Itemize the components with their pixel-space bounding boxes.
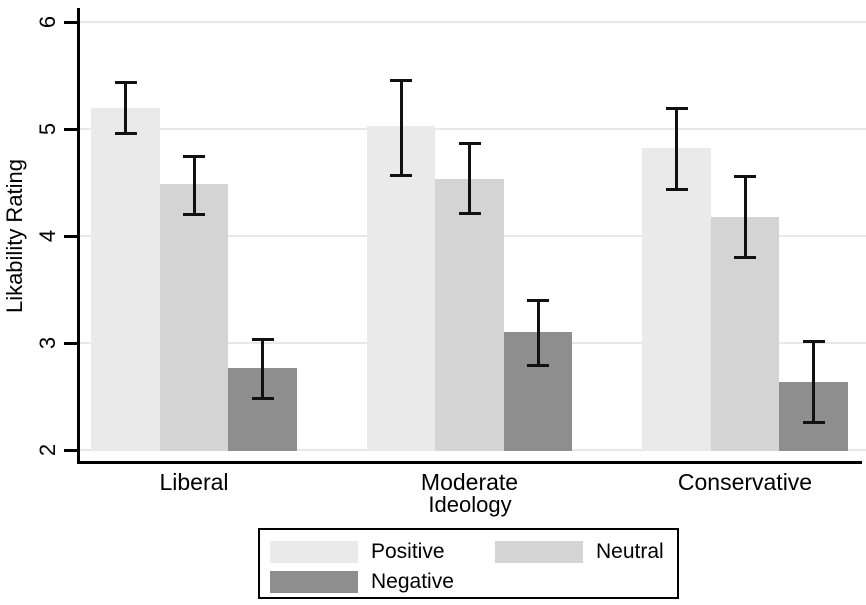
legend-swatch-positive (270, 541, 358, 563)
error-bar-conservative-positive-cap-top (665, 107, 688, 111)
error-bar-conservative-positive-cap-bottom (665, 188, 688, 192)
legend-label-negative: Negative (371, 570, 454, 593)
error-bar-liberal-positive (124, 82, 127, 134)
y-axis-title: Likability Rating (2, 158, 27, 314)
error-bar-conservative-neutral (743, 176, 747, 258)
y-tick-label-6: 6 (35, 15, 60, 29)
legend-label-neutral: Neutral (596, 540, 664, 563)
error-bar-conservative-neutral-cap-top (734, 174, 756, 178)
legend: Positive Neutral Negative (258, 528, 679, 599)
category-label-conservative: Conservative (677, 469, 813, 495)
y-tick-label-3: 3 (35, 336, 60, 350)
error-bar-liberal-positive-cap-bottom (114, 131, 137, 135)
error-bar-liberal-neutral-cap-top (183, 155, 205, 159)
error-bar-conservative-negative (812, 341, 815, 423)
y-tick-label-4: 4 (35, 229, 60, 243)
bar-liberal-neutral (159, 183, 229, 451)
error-bar-moderate-neutral-cap-top (458, 142, 481, 146)
error-bar-moderate-positive-cap-top (390, 79, 412, 83)
error-bar-moderate-negative-cap-top (527, 298, 549, 302)
error-bar-liberal-negative-cap-top (251, 338, 274, 342)
error-bar-conservative-negative-cap-bottom (802, 420, 825, 424)
y-tick-5 (64, 127, 77, 131)
error-bar-liberal-negative-cap-bottom (251, 397, 274, 401)
error-bar-moderate-negative (536, 300, 540, 366)
error-bar-moderate-positive (399, 80, 403, 175)
error-bar-liberal-neutral-cap-bottom (183, 213, 205, 217)
legend-label-positive: Positive (371, 540, 445, 563)
bar-moderate-positive (366, 125, 436, 451)
legend-swatch-negative (270, 571, 358, 593)
error-bar-liberal-neutral (192, 156, 196, 215)
error-bar-moderate-neutral-cap-bottom (458, 212, 481, 216)
bar-liberal-positive (91, 107, 160, 451)
category-label-moderate: Moderate (420, 469, 519, 495)
legend-swatch-neutral (495, 541, 583, 563)
y-tick-6 (64, 20, 77, 24)
error-bar-conservative-negative-cap-top (802, 340, 825, 344)
y-tick-3 (64, 341, 77, 345)
y-tick-4 (64, 234, 77, 238)
gridline-y-5 (78, 128, 866, 130)
bar-conservative-positive (642, 148, 711, 451)
category-label-liberal: Liberal (159, 469, 229, 495)
x-axis-title: Ideology (428, 492, 512, 517)
y-tick-2 (64, 448, 77, 452)
error-bar-moderate-positive-cap-bottom (390, 173, 412, 177)
y-tick-label-2: 2 (35, 443, 60, 457)
gridline-y-6 (78, 21, 866, 23)
bar-moderate-neutral (435, 179, 504, 451)
error-bar-conservative-neutral-cap-bottom (734, 255, 756, 259)
error-bar-moderate-negative-cap-bottom (527, 363, 549, 367)
y-tick-label-5: 5 (35, 122, 60, 136)
x-axis-line (77, 461, 862, 464)
error-bar-liberal-negative (261, 339, 264, 399)
y-axis-line (77, 8, 80, 464)
error-bar-conservative-positive (675, 108, 678, 190)
error-bar-liberal-positive-cap-top (114, 81, 137, 85)
error-bar-moderate-neutral (468, 143, 471, 214)
